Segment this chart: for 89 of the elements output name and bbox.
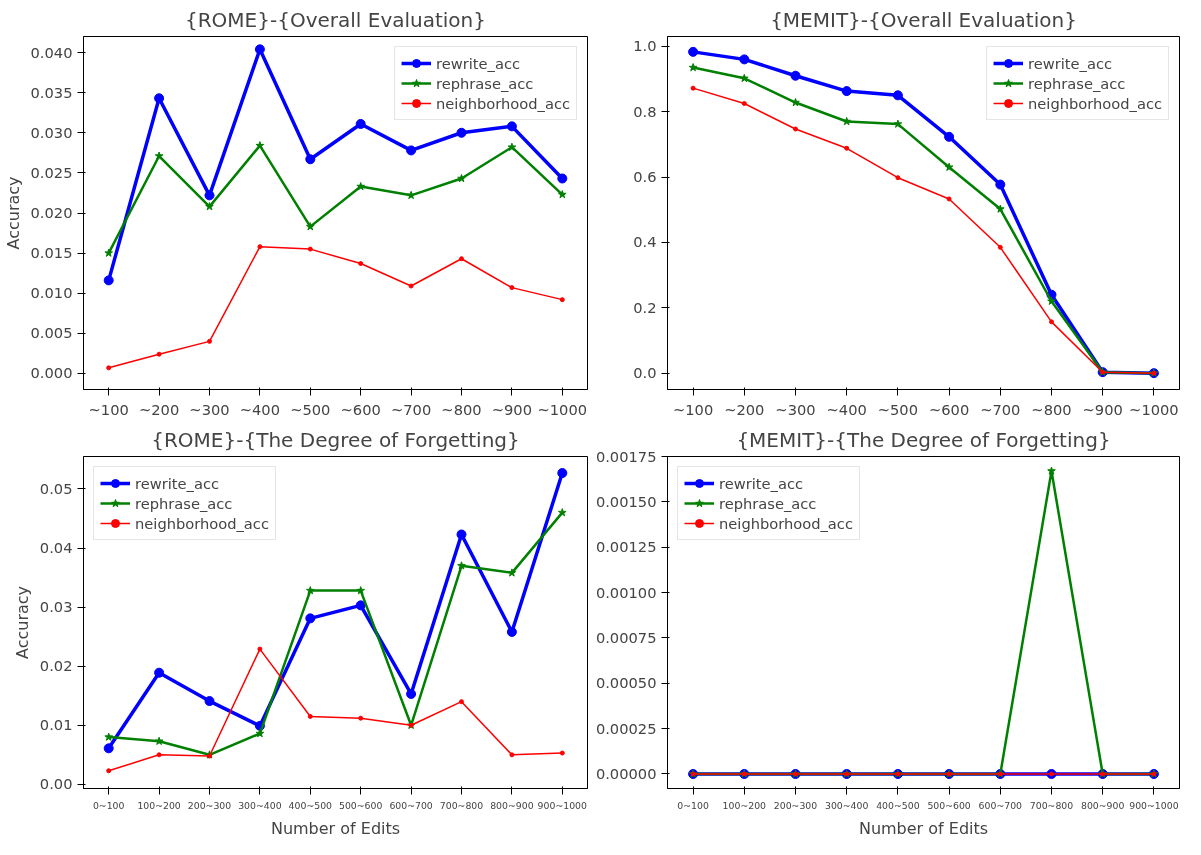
x-tick-label: ~300 bbox=[189, 400, 230, 418]
x-tick-label: 300~400 bbox=[824, 799, 869, 811]
x-axis-title: Number of Edits bbox=[270, 818, 401, 838]
x-axis-title: Number of Edits bbox=[858, 818, 989, 838]
y-tick-label: 0.030 bbox=[30, 123, 73, 141]
y-tick-label: 0.005 bbox=[30, 324, 73, 342]
y-tick-label: 0.00175 bbox=[595, 447, 657, 465]
x-tick-label: ~1000 bbox=[537, 400, 588, 418]
x-tick-label: ~500 bbox=[290, 400, 331, 418]
y-axis-title: Accuracy bbox=[12, 585, 32, 660]
legend-label: rewrite_acc bbox=[1028, 54, 1113, 72]
y-tick-label: 0.00150 bbox=[595, 492, 657, 510]
x-tick-label: 100~200 bbox=[722, 799, 767, 811]
x-tick-label: ~1000 bbox=[1129, 400, 1179, 418]
x-tick-label: 600~700 bbox=[389, 799, 433, 811]
y-tick-label: 0.05 bbox=[39, 479, 73, 497]
legend-label: neighborhood_acc bbox=[1028, 94, 1162, 112]
y-tick-label: 0.00 bbox=[39, 775, 73, 793]
chart-title: {MEMIT}-{Overall Evaluation} bbox=[770, 7, 1077, 32]
x-tick-label: ~500 bbox=[877, 400, 919, 418]
x-tick-label: 700~800 bbox=[1029, 799, 1074, 811]
x-tick-label: 400~500 bbox=[288, 799, 333, 811]
x-tick-label: 900~1000 bbox=[1129, 799, 1179, 811]
y-tick-label: 0.6 bbox=[633, 168, 657, 186]
y-tick-label: 0.025 bbox=[30, 163, 73, 181]
chart-title: {MEMIT}-{The Degree of Forgetting} bbox=[736, 427, 1111, 452]
y-tick-label: 0.03 bbox=[39, 598, 73, 616]
y-tick-label: 0.020 bbox=[30, 204, 73, 221]
y-tick-label: 0.01 bbox=[39, 716, 73, 734]
y-tick-label: 0.02 bbox=[39, 657, 73, 675]
legend-label: rephrase_acc bbox=[1028, 74, 1126, 92]
chart-title: {ROME}-{The Degree of Forgetting} bbox=[151, 427, 520, 452]
legend-label: neighborhood_acc bbox=[719, 514, 853, 532]
y-tick-label: 0.000 bbox=[30, 364, 73, 382]
y-tick-label: 0.035 bbox=[30, 83, 73, 101]
x-tick-label: 200~300 bbox=[187, 799, 232, 811]
x-tick-label: 500~600 bbox=[338, 799, 383, 811]
x-tick-label: ~900 bbox=[491, 400, 533, 418]
y-tick-label: 0.04 bbox=[39, 539, 73, 557]
x-tick-label: 300~400 bbox=[238, 799, 282, 811]
y-tick-label: 1.0 bbox=[633, 37, 657, 55]
y-tick-label: 0.040 bbox=[30, 43, 73, 61]
y-tick-label: 0.00050 bbox=[595, 674, 657, 692]
y-tick-label: 0.2 bbox=[633, 298, 657, 316]
x-tick-label: 900~1000 bbox=[537, 799, 588, 811]
y-tick-label: 0.00100 bbox=[595, 583, 657, 601]
y-tick-label: 0.4 bbox=[633, 233, 657, 251]
y-axis-title: Accuracy bbox=[3, 176, 23, 250]
x-tick-label: ~700 bbox=[390, 400, 432, 418]
y-tick-label: 0.0 bbox=[633, 364, 657, 382]
y-tick-label: 0.00025 bbox=[595, 719, 657, 737]
legend-label: rewrite_acc bbox=[719, 474, 803, 492]
y-tick-label: 0.8 bbox=[633, 102, 657, 120]
legend-label: rephrase_acc bbox=[719, 494, 817, 512]
x-tick-label: ~200 bbox=[724, 400, 765, 418]
x-tick-label: ~600 bbox=[928, 400, 970, 418]
x-tick-label: ~100 bbox=[672, 400, 714, 418]
y-tick-label: 0.015 bbox=[30, 244, 73, 262]
legend-label: neighborhood_acc bbox=[135, 514, 269, 532]
legend-label: rewrite_acc bbox=[135, 474, 219, 492]
legend-label: rephrase_acc bbox=[135, 494, 233, 512]
x-tick-label: ~900 bbox=[1082, 400, 1123, 418]
x-tick-label: 800~900 bbox=[1080, 799, 1125, 811]
x-tick-label: 0~100 bbox=[92, 799, 125, 811]
x-tick-label: ~800 bbox=[1031, 400, 1072, 418]
x-tick-label: 100~200 bbox=[137, 799, 181, 811]
chart-title: {ROME}-{Overall Evaluation} bbox=[185, 7, 487, 32]
x-tick-label: ~700 bbox=[980, 400, 1021, 418]
x-tick-label: 0~100 bbox=[677, 799, 709, 811]
y-tick-label: 0.00000 bbox=[595, 764, 657, 782]
legend-label: neighborhood_acc bbox=[436, 94, 570, 112]
x-tick-label: 600~700 bbox=[978, 799, 1023, 811]
y-tick-label: 0.010 bbox=[30, 284, 73, 302]
x-tick-label: 700~800 bbox=[439, 799, 484, 811]
x-tick-label: ~300 bbox=[775, 400, 816, 418]
legend-label: rephrase_acc bbox=[436, 74, 534, 92]
x-tick-label: ~100 bbox=[88, 400, 129, 418]
x-tick-label: 800~900 bbox=[490, 799, 534, 811]
x-tick-label: 500~600 bbox=[927, 799, 971, 811]
x-tick-label: ~400 bbox=[826, 400, 867, 418]
x-tick-label: 400~500 bbox=[876, 799, 920, 811]
y-tick-label: 0.00125 bbox=[595, 538, 657, 556]
x-tick-label: ~800 bbox=[441, 400, 482, 418]
x-tick-label: ~400 bbox=[239, 400, 281, 418]
x-tick-label: ~600 bbox=[340, 400, 381, 418]
legend-label: rewrite_acc bbox=[436, 54, 521, 72]
y-tick-label: 0.00075 bbox=[595, 628, 657, 646]
x-tick-label: ~200 bbox=[138, 400, 180, 418]
x-tick-label: 200~300 bbox=[773, 799, 818, 811]
